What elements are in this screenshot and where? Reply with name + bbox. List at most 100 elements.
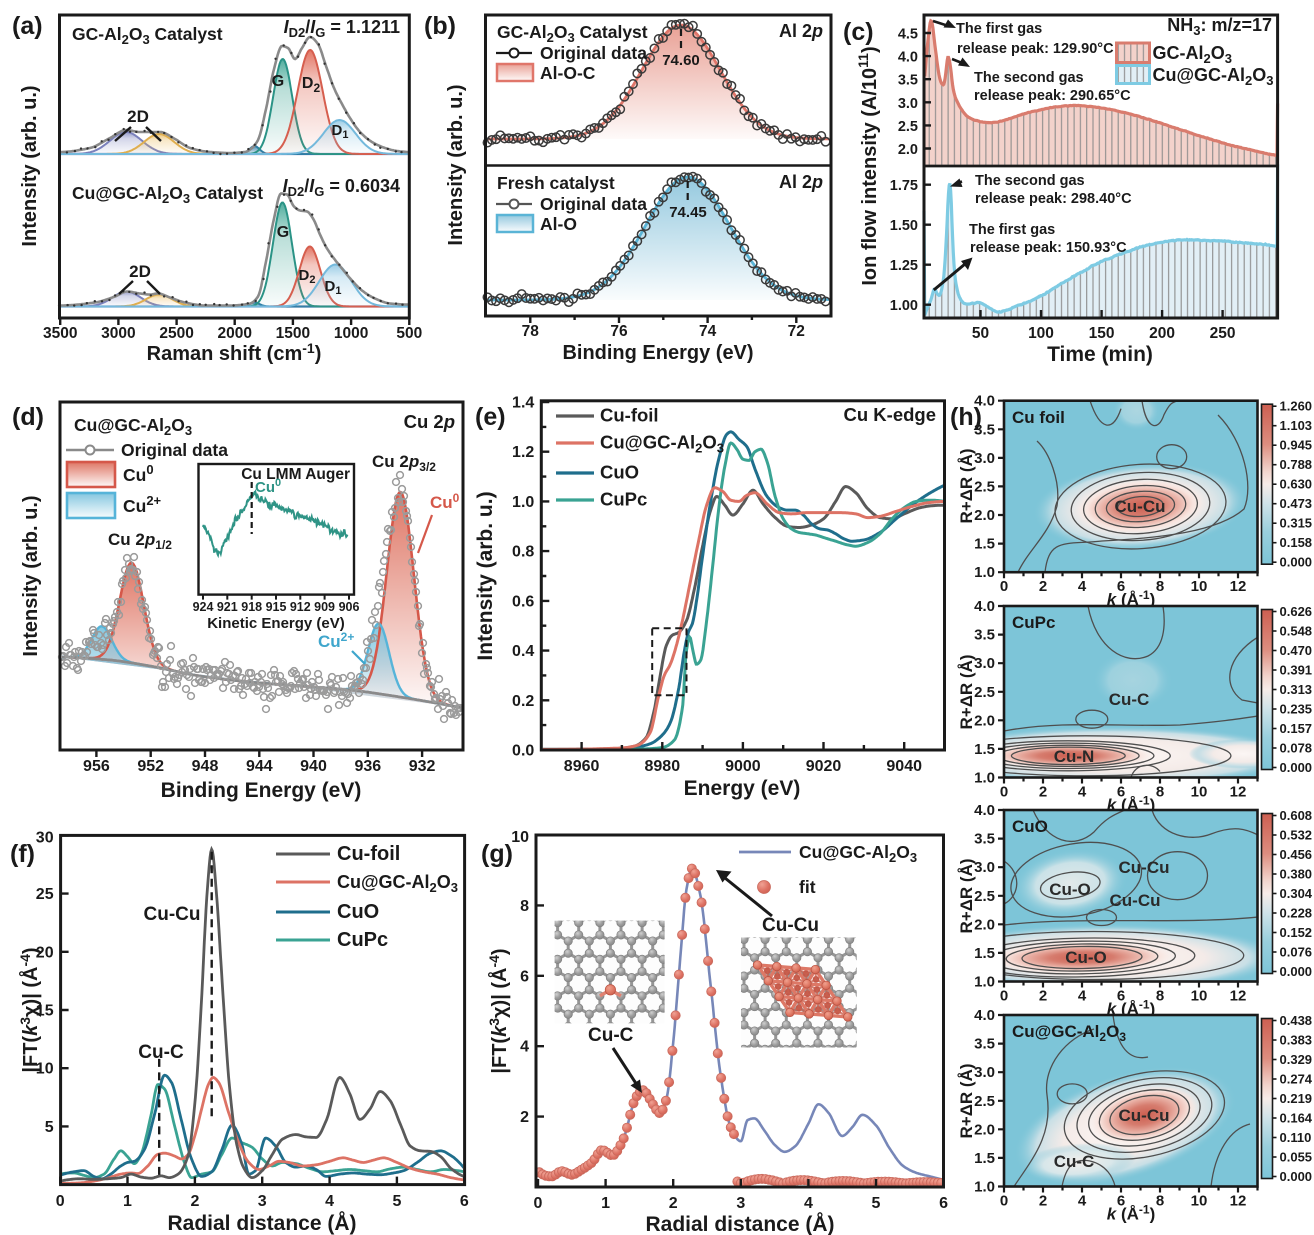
svg-text:8: 8: [1156, 1193, 1164, 1210]
svg-text:Cu-Cu: Cu-Cu: [762, 915, 819, 936]
svg-text:0.2: 0.2: [512, 693, 534, 710]
svg-text:1.103: 1.103: [1280, 418, 1313, 433]
svg-text:1.0: 1.0: [512, 494, 534, 511]
svg-text:1.0: 1.0: [974, 564, 995, 581]
svg-text:4.0: 4.0: [898, 50, 918, 66]
svg-text:4.0: 4.0: [974, 802, 995, 819]
svg-text:3.5: 3.5: [974, 421, 995, 438]
svg-text:CuPc: CuPc: [600, 489, 647, 510]
svg-text:Energy (eV): Energy (eV): [684, 777, 801, 800]
svg-text:Cu 2p: Cu 2p: [404, 411, 455, 432]
svg-text:8: 8: [1156, 784, 1164, 801]
svg-text:Cu-O: Cu-O: [1065, 948, 1107, 967]
svg-text:1.0: 1.0: [974, 1179, 995, 1196]
svg-text:1.25: 1.25: [890, 258, 918, 274]
svg-text:Cu-C: Cu-C: [588, 1025, 634, 1046]
svg-text:Cu0​: Cu0​: [255, 477, 281, 496]
svg-text:Cu@GC-Al2​O3​: Cu@GC-Al2​O3​: [337, 872, 458, 895]
svg-text:2.0: 2.0: [974, 916, 995, 933]
svg-text:0.383: 0.383: [1280, 1033, 1313, 1048]
svg-text:948: 948: [192, 758, 219, 775]
svg-text:0.158: 0.158: [1280, 535, 1313, 550]
svg-text:2: 2: [1039, 784, 1047, 801]
svg-text:Cu@GC-Al2​O3​: Cu@GC-Al2​O3​: [600, 432, 724, 456]
svg-text:0.0: 0.0: [512, 743, 534, 760]
svg-text:CuO: CuO: [1012, 817, 1048, 836]
svg-text:2.0: 2.0: [974, 1121, 995, 1138]
svg-text:Ion flow intensity (A/1011​): Ion flow intensity (A/1011​): [855, 46, 881, 285]
svg-text:0: 0: [534, 1195, 543, 1212]
svg-text:0.228: 0.228: [1280, 906, 1313, 921]
svg-text:1.4: 1.4: [512, 395, 534, 412]
svg-text:|FT(k3​χ)| (Å-4​): |FT(k3​χ)| (Å-4​): [486, 948, 511, 1073]
svg-text:1.5: 1.5: [974, 741, 995, 758]
svg-text:Intensity (arb. u.): Intensity (arb. u.): [19, 85, 41, 246]
svg-text:(a): (a): [12, 12, 43, 40]
svg-text:1.5: 1.5: [974, 1150, 995, 1167]
svg-text:4: 4: [1078, 784, 1087, 801]
svg-text:R+ΔR (Å): R+ΔR (Å): [957, 448, 976, 523]
svg-text:956: 956: [83, 758, 110, 775]
svg-text:0.6: 0.6: [512, 593, 534, 610]
svg-text:Cu@GC-Al2​O3​: Cu@GC-Al2​O3​: [74, 415, 192, 438]
svg-text:Binding Energy (eV): Binding Energy (eV): [161, 779, 362, 802]
svg-text:9020: 9020: [806, 758, 842, 775]
svg-text:Cu@GC-Al2​O3​: Cu@GC-Al2​O3​: [1153, 65, 1274, 88]
svg-text:0.473: 0.473: [1280, 496, 1313, 511]
svg-text:ID2​/IG​ = 1.1211: ID2​/IG​ = 1.1211: [284, 17, 400, 40]
svg-text:2500: 2500: [159, 325, 193, 342]
svg-text:Radial distance (Å): Radial distance (Å): [645, 1212, 834, 1235]
svg-text:3.5: 3.5: [974, 1036, 995, 1053]
svg-text:Cu-Cu: Cu-Cu: [1119, 858, 1170, 877]
svg-text:G: G: [277, 224, 289, 241]
svg-text:932: 932: [409, 758, 436, 775]
svg-text:2.0: 2.0: [974, 507, 995, 524]
svg-text:8: 8: [1156, 578, 1164, 595]
svg-text:2D: 2D: [127, 107, 149, 126]
svg-text:Intensity (arb. u.): Intensity (arb. u.): [474, 491, 497, 660]
svg-text:4: 4: [1078, 578, 1087, 595]
svg-text:release peak: 150.93°C: release peak: 150.93°C: [970, 240, 1127, 256]
svg-text:fit: fit: [799, 877, 816, 897]
svg-text:921: 921: [217, 600, 238, 614]
svg-text:0.219: 0.219: [1280, 1091, 1313, 1106]
svg-text:0: 0: [56, 1193, 65, 1210]
svg-text:Original data: Original data: [121, 440, 228, 460]
svg-text:Cu foil: Cu foil: [1012, 408, 1065, 427]
svg-text:(g): (g): [481, 840, 513, 868]
svg-text:0.000: 0.000: [1280, 1169, 1313, 1184]
svg-text:940: 940: [300, 758, 327, 775]
svg-text:12: 12: [1230, 1193, 1247, 1210]
svg-text:10: 10: [36, 1061, 54, 1078]
svg-text:Cu-O: Cu-O: [1049, 880, 1091, 899]
svg-text:8980: 8980: [645, 758, 681, 775]
svg-text:Time (min): Time (min): [1047, 343, 1153, 366]
svg-text:3.5: 3.5: [974, 627, 995, 644]
svg-text:74.60: 74.60: [662, 52, 700, 69]
svg-text:3.0: 3.0: [974, 450, 995, 467]
svg-text:200: 200: [1149, 325, 1175, 342]
svg-text:0.608: 0.608: [1280, 808, 1313, 823]
svg-text:74: 74: [699, 323, 717, 340]
svg-text:3.0: 3.0: [898, 96, 918, 112]
svg-text:Intensity (arb. u.): Intensity (arb. u.): [445, 84, 467, 245]
svg-text:The first gas: The first gas: [956, 21, 1042, 37]
svg-text:30: 30: [36, 829, 54, 846]
svg-text:4: 4: [1078, 1193, 1087, 1210]
svg-text:0.274: 0.274: [1280, 1072, 1313, 1087]
svg-text:0.8: 0.8: [512, 544, 534, 561]
svg-text:4: 4: [325, 1193, 334, 1210]
svg-text:0.152: 0.152: [1280, 925, 1313, 940]
svg-text:3000: 3000: [101, 325, 135, 342]
svg-text:(c): (c): [843, 18, 874, 46]
svg-text:3: 3: [736, 1195, 745, 1212]
svg-text:3.0: 3.0: [974, 655, 995, 672]
svg-text:4: 4: [804, 1195, 813, 1212]
svg-text:2: 2: [190, 1193, 199, 1210]
svg-text:2.5: 2.5: [974, 888, 995, 905]
svg-text:915: 915: [266, 600, 287, 614]
svg-text:R+ΔR (Å): R+ΔR (Å): [957, 858, 976, 933]
svg-text:Al-O-C: Al-O-C: [540, 63, 596, 83]
svg-text:3.0: 3.0: [974, 859, 995, 876]
svg-text:Cu@GC-Al2​O3​ Catalyst: Cu@GC-Al2​O3​ Catalyst: [72, 183, 263, 206]
